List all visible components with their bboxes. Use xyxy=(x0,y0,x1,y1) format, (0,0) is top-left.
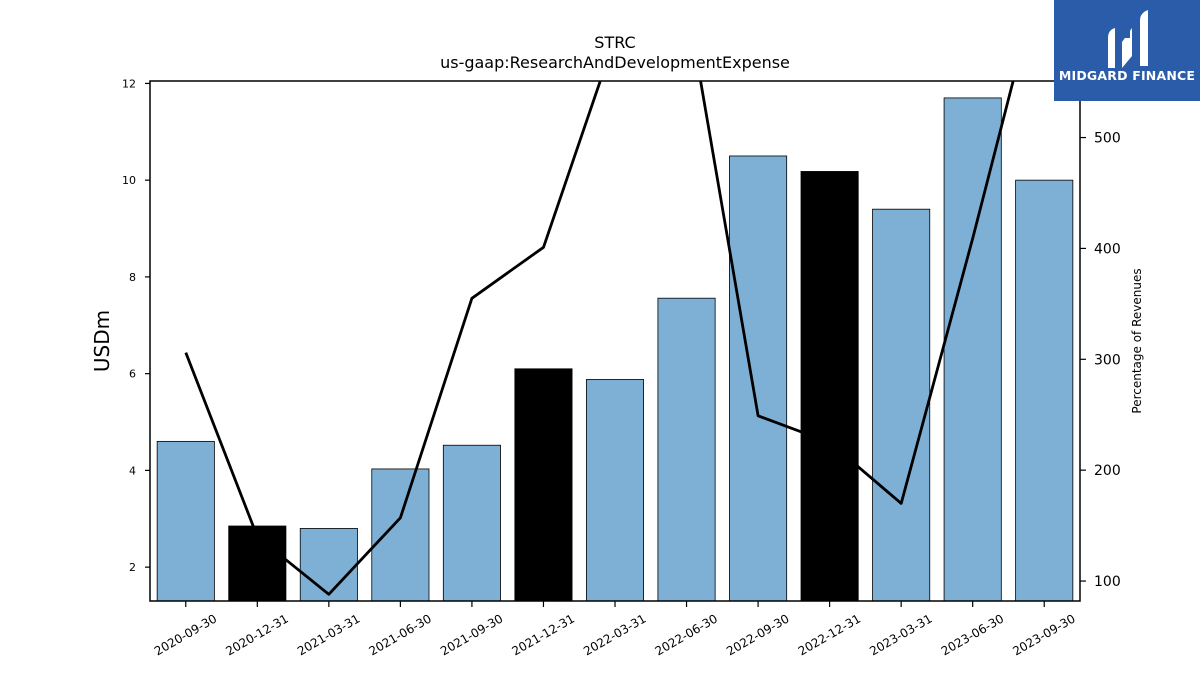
x-tick-label: 2023-03-31 xyxy=(867,611,934,658)
line-series xyxy=(184,81,1015,596)
y2-axis-label: Percentage of Revenues xyxy=(1130,268,1144,413)
bar-2021-09-30 xyxy=(442,444,501,601)
bar-2023-09-30 xyxy=(1015,179,1074,601)
percentage-line xyxy=(184,81,1015,596)
x-tick-label: 2022-06-30 xyxy=(653,611,720,658)
y-axis-left: 2 4 6 8 10 12 xyxy=(122,77,150,574)
bar-2021-12-31 xyxy=(514,368,573,601)
x-tick-label: 2022-09-30 xyxy=(724,611,791,658)
x-tick-label: 2021-06-30 xyxy=(366,611,433,658)
y-tick-label: 12 xyxy=(122,77,136,90)
y-axis-label: USDm xyxy=(90,310,114,372)
bar-2020-09-30 xyxy=(156,440,215,601)
y-axis-right: 100 200 300 400 500 xyxy=(1080,131,1121,590)
x-tick-label: 2022-12-31 xyxy=(796,611,863,658)
y2-tick-label: 100 xyxy=(1094,574,1121,590)
brand-logo: MIDGARD FINANCE xyxy=(1054,0,1200,101)
x-tick-label: 2020-09-30 xyxy=(152,611,219,658)
bar-2021-03-31 xyxy=(299,528,358,601)
x-tick-label: 2020-12-31 xyxy=(223,611,290,658)
bar-2021-06-30 xyxy=(371,468,430,601)
bar-2022-03-31 xyxy=(585,379,645,601)
bar-series xyxy=(156,97,1074,601)
y-tick-label: 10 xyxy=(122,174,136,187)
bar-2020-12-31 xyxy=(228,525,287,601)
y-tick-label: 4 xyxy=(129,464,136,477)
x-tick-label: 2021-09-30 xyxy=(438,611,505,658)
bar-2022-12-31 xyxy=(800,171,859,601)
y2-tick-label: 500 xyxy=(1094,131,1121,147)
x-tick-label: 2022-03-31 xyxy=(581,611,648,658)
x-tick-label: 2023-09-30 xyxy=(1010,611,1077,658)
y2-tick-label: 200 xyxy=(1094,463,1121,479)
y2-tick-label: 400 xyxy=(1094,241,1121,257)
x-tick-label: 2023-06-30 xyxy=(939,611,1006,658)
y-tick-label: 8 xyxy=(129,271,136,284)
bar-2022-06-30 xyxy=(657,297,716,601)
midgard-m-logo-icon xyxy=(1108,10,1148,68)
y-tick-label: 2 xyxy=(129,561,136,574)
bar-2022-09-30 xyxy=(729,155,788,601)
x-axis: 2020-09-30 2020-12-31 2021-03-31 2021-06-30… xyxy=(152,601,1078,658)
brand-name: MIDGARD FINANCE xyxy=(1058,68,1196,83)
chart-subtitle: us-gaap:ResearchAndDevelopmentExpense xyxy=(440,53,790,72)
y-tick-label: 6 xyxy=(129,368,136,381)
x-tick-label: 2021-03-31 xyxy=(295,611,362,658)
bar-2023-03-31 xyxy=(872,208,931,601)
chart-title: STRC xyxy=(594,33,635,52)
y2-tick-label: 300 xyxy=(1094,352,1121,368)
x-tick-label: 2021-12-31 xyxy=(510,611,577,658)
bar-2023-06-30 xyxy=(943,97,1002,601)
